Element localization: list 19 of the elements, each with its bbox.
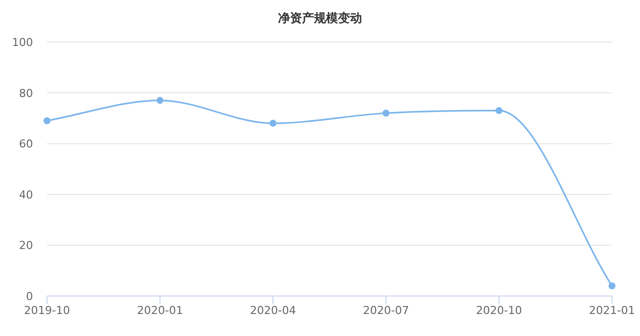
y-tick-label: 100 [12, 36, 33, 49]
y-tick-label: 60 [19, 138, 33, 151]
x-tick-label: 2020-10 [476, 304, 522, 317]
x-tick-label: 2019-10 [24, 304, 70, 317]
y-tick-label: 40 [19, 188, 33, 202]
point [270, 120, 276, 127]
point [44, 117, 50, 124]
x-tick-label: 2021-01 [589, 304, 635, 317]
point [382, 110, 390, 117]
point [156, 96, 164, 104]
point [608, 282, 616, 290]
chart-title: 净资产规模变动 [278, 11, 362, 25]
x-tick-label: 2020-07 [363, 304, 409, 317]
x-tick-label: 2020-04 [250, 304, 296, 317]
y-tick-label: 80 [19, 86, 33, 100]
point [496, 107, 502, 114]
y-tick-label: 0 [26, 290, 33, 303]
y-tick-label: 20 [19, 239, 33, 252]
x-tick-label: 2020-01 [137, 304, 183, 317]
